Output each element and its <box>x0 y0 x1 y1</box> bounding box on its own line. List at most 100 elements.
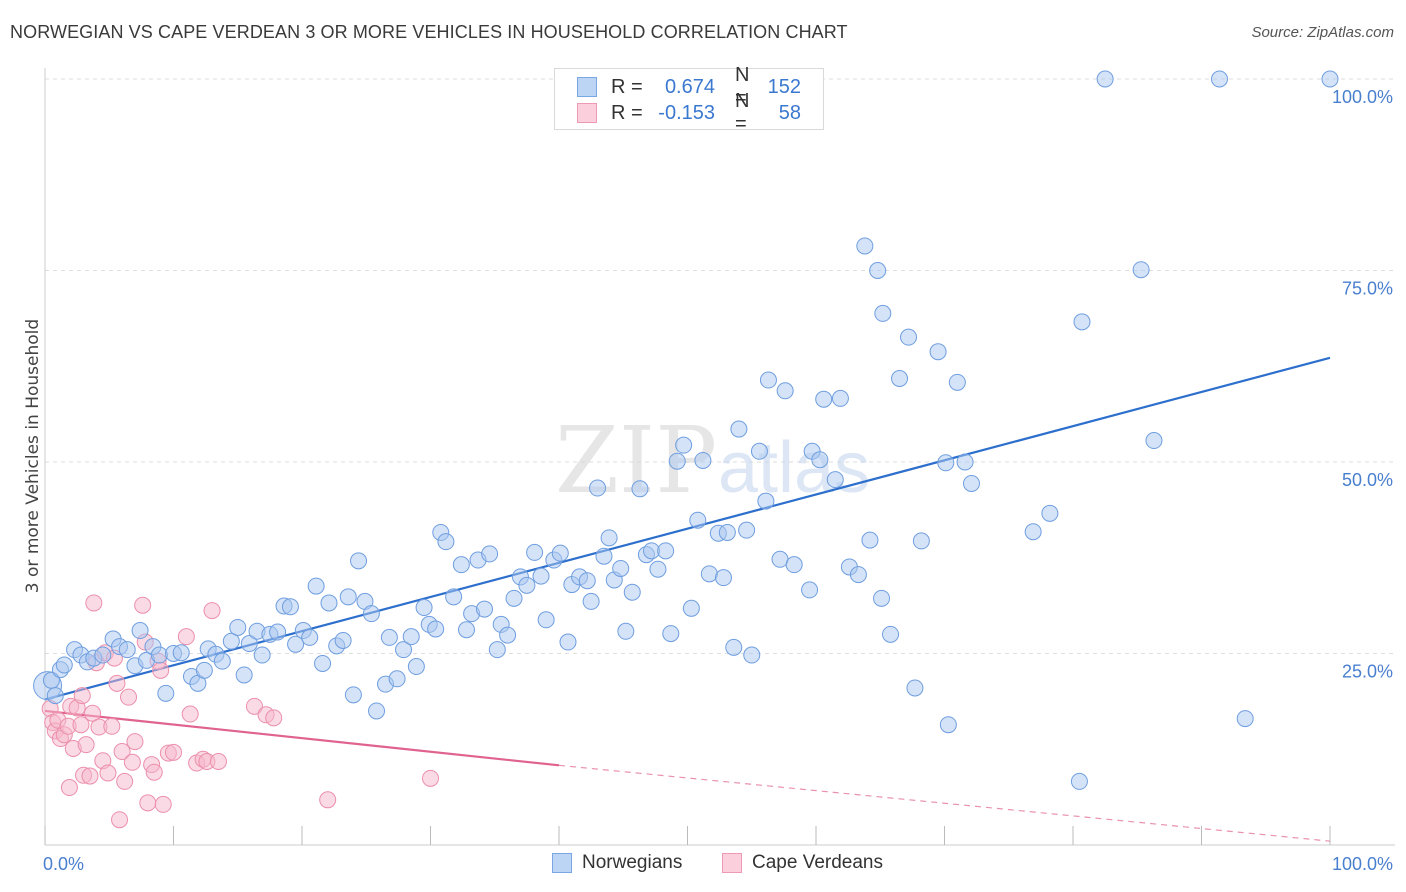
point-norwegians <box>437 533 455 551</box>
point-cape-verdeans <box>60 779 78 797</box>
point-norwegians <box>395 641 413 659</box>
point-norwegians <box>750 442 768 460</box>
point-norwegians <box>350 552 368 570</box>
point-cape-verdeans <box>120 688 138 706</box>
point-cape-verdeans <box>113 743 131 761</box>
point-norwegians <box>718 523 736 541</box>
stats-legend: R = 0.674 N = 152 R = -0.153 N = 58 <box>554 64 824 135</box>
point-cape-verdeans <box>181 705 199 723</box>
trend-lines <box>44 356 1331 842</box>
watermark-zip: ZIP <box>555 407 717 514</box>
point-norwegians <box>589 479 607 497</box>
point-norwegians <box>445 588 463 606</box>
point-norwegians <box>759 371 777 389</box>
point-norwegians <box>368 702 386 720</box>
point-norwegians <box>505 589 523 607</box>
point-norwegians <box>320 594 338 612</box>
data-points <box>33 70 1339 829</box>
point-norwegians <box>172 644 190 662</box>
point-norwegians <box>623 583 641 601</box>
point-norwegians <box>617 622 635 640</box>
point-norwegians <box>861 531 879 549</box>
point-cape-verdeans <box>145 763 163 781</box>
point-norwegians <box>912 532 930 550</box>
tick-labels: 0.0% 100.0% 25.0% 50.0% 75.0% 100.0% <box>43 87 1393 874</box>
point-cape-verdeans <box>72 716 90 734</box>
point-norwegians <box>195 661 213 679</box>
point-norwegians <box>526 543 544 561</box>
x-tick-label: 0.0% <box>43 854 84 874</box>
pink-swatch <box>722 853 742 873</box>
y-tick-label: 25.0% <box>1342 662 1393 682</box>
point-norwegians <box>222 632 240 650</box>
r-label: R = <box>611 75 643 98</box>
point-norwegians <box>939 716 957 734</box>
point-norwegians <box>269 623 287 641</box>
point-norwegians <box>94 646 112 664</box>
point-norwegians <box>785 556 803 574</box>
y-axis-label: 3 or more Vehicles in Household <box>23 319 43 593</box>
point-cape-verdeans <box>81 767 99 785</box>
point-norwegians <box>631 480 649 498</box>
point-norwegians <box>488 641 506 659</box>
point-norwegians <box>131 622 149 640</box>
point-norwegians <box>380 628 398 646</box>
r-value: -0.153 <box>658 101 715 124</box>
point-cape-verdeans <box>265 709 283 727</box>
legend-label: Cape Verdeans <box>752 852 883 873</box>
pink-swatch <box>577 103 597 123</box>
point-norwegians <box>776 382 794 400</box>
n-value: 58 <box>778 101 801 124</box>
blue-swatch <box>577 77 597 97</box>
point-norwegians <box>757 492 775 510</box>
point-cape-verdeans <box>116 772 134 790</box>
point-norwegians <box>240 635 258 653</box>
point-cape-verdeans <box>319 791 337 809</box>
legend-item-cape-verdeans: Cape Verdeans <box>722 852 883 874</box>
grid-lines <box>45 78 1395 654</box>
watermark-atlas: atlas <box>718 428 870 508</box>
point-norwegians <box>1145 432 1163 450</box>
n-label: N = <box>735 90 750 135</box>
point-norwegians <box>948 373 966 391</box>
point-norwegians <box>582 592 600 610</box>
point-cape-verdeans <box>123 753 141 771</box>
point-cape-verdeans <box>111 811 129 829</box>
point-norwegians <box>551 544 569 562</box>
point-norwegians <box>906 679 924 697</box>
point-norwegians <box>882 625 900 643</box>
legend-row-norwegians: R = 0.674 N = 152 <box>577 64 801 109</box>
point-norwegians <box>929 343 947 361</box>
point-norwegians <box>578 572 596 590</box>
point-norwegians <box>481 545 499 563</box>
point-norwegians <box>1024 523 1042 541</box>
point-cape-verdeans <box>85 594 103 612</box>
point-norwegians <box>452 556 470 574</box>
x-tick-label: 100.0% <box>1332 854 1393 874</box>
point-norwegians <box>518 576 536 594</box>
point-norwegians <box>815 390 833 408</box>
point-norwegians <box>532 567 550 585</box>
point-norwegians <box>657 542 675 560</box>
point-norwegians <box>307 577 325 595</box>
point-norwegians <box>801 581 819 599</box>
point-norwegians <box>559 633 577 651</box>
point-norwegians <box>668 452 686 470</box>
legend-item-norwegians: Norwegians <box>552 852 682 874</box>
r-label: R = <box>611 101 643 124</box>
point-cape-verdeans <box>203 602 221 620</box>
y-tick-label: 50.0% <box>1342 470 1393 490</box>
source-label: Source: ZipAtlas.com <box>1251 24 1394 41</box>
point-norwegians <box>475 600 493 618</box>
point-norwegians <box>831 389 849 407</box>
point-norwegians <box>281 598 299 616</box>
point-norwegians <box>339 588 357 606</box>
point-norwegians <box>415 599 433 617</box>
point-norwegians <box>956 453 974 471</box>
point-cape-verdeans <box>126 733 144 751</box>
point-norwegians <box>1096 70 1114 88</box>
point-cape-verdeans <box>134 596 152 614</box>
trendline-cape-verdeans-extension <box>558 764 1331 842</box>
point-norwegians <box>388 670 406 688</box>
